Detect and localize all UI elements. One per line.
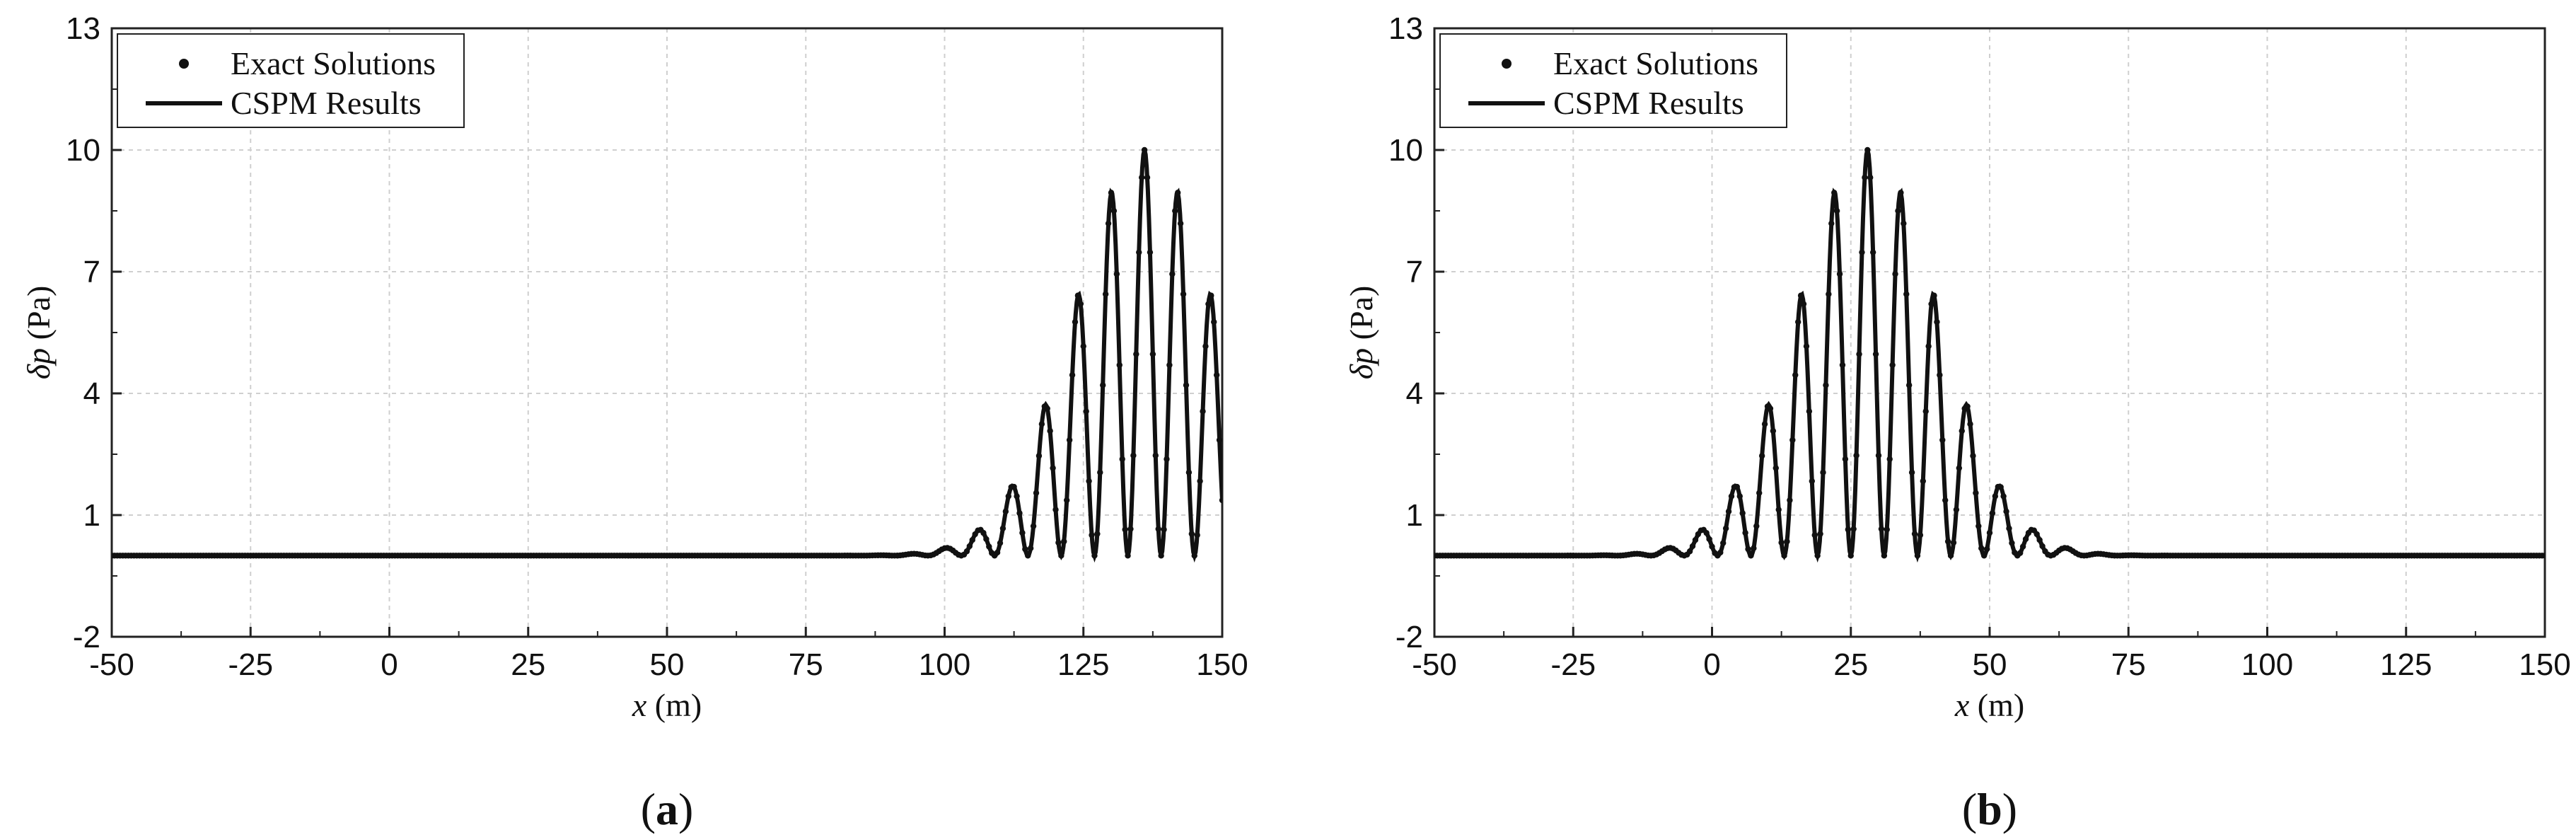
y-tick-label: 10 [66, 133, 100, 168]
chart-panel-b: -50 -25 0 25 50 75 100 125 150 -2 1 4 7 10 13 x (m) δp (… [1343, 11, 2571, 834]
y-tick-label: 1 [83, 498, 100, 533]
x-tick-label: 75 [789, 647, 823, 682]
legend-label-cspm: CSPM Results [231, 85, 422, 121]
x-tick-label: 125 [2380, 647, 2432, 682]
x-tick-label: 125 [1057, 647, 1109, 682]
x-tick-label: 25 [511, 647, 545, 682]
x-tick-label: 0 [1703, 647, 1720, 682]
cspm-results-line [1434, 149, 2545, 563]
y-tick-label: 7 [83, 255, 100, 289]
legend: Exact Solutions CSPM Results [1439, 33, 1787, 128]
x-axis-variable: x [632, 687, 647, 723]
panel-letter: b [1977, 784, 2002, 834]
x-tick-label: 0 [381, 647, 398, 682]
x-tick-label: 150 [2519, 647, 2570, 682]
x-tick-label: 150 [1196, 647, 1248, 682]
y-axis-variable: δp [21, 348, 57, 379]
panel-label: (a) [641, 784, 694, 834]
y-tick-label: 13 [66, 11, 100, 46]
y-tick-label: 13 [1388, 11, 1423, 46]
chart-panel-a: -50 -25 0 25 50 75 100 125 150 -2 1 4 7 10 13 x (m) δp (… [21, 11, 1248, 834]
legend-box [1439, 33, 1787, 128]
y-tick-label: 4 [83, 376, 100, 411]
x-tick-label: -25 [228, 647, 273, 682]
y-axis-variable: δp [1343, 348, 1379, 379]
x-tick-label: -50 [89, 647, 134, 682]
legend-label-exact: Exact Solutions [1553, 45, 1758, 81]
legend-dot-marker [1502, 59, 1512, 69]
y-tick-label: 4 [1406, 376, 1423, 411]
x-axis-unit: (m) [646, 687, 702, 723]
y-axis-unit: (Pa) [21, 286, 57, 348]
y-tick-label: 10 [1388, 133, 1423, 168]
y-axis-unit: (Pa) [1343, 286, 1379, 348]
y-tick-label: -2 [1396, 620, 1423, 654]
x-tick-label: 50 [650, 647, 685, 682]
x-axis-variable: x [1954, 687, 1970, 723]
x-axis-title: x (m) [1954, 687, 2024, 723]
x-tick-label: 100 [2241, 647, 2293, 682]
legend: Exact Solutions CSPM Results [117, 33, 465, 128]
x-tick-label: 50 [1973, 647, 2007, 682]
x-tick-label: 100 [919, 647, 970, 682]
y-axis-title: δp (Pa) [21, 286, 57, 380]
y-tick-label: 1 [1406, 498, 1423, 533]
cspm-results-line [112, 149, 1222, 563]
y-tick-label: -2 [73, 620, 100, 654]
x-tick-label: -25 [1550, 647, 1596, 682]
panel-letter: a [656, 784, 678, 834]
x-tick-label: -50 [1412, 647, 1457, 682]
x-axis-unit: (m) [1969, 687, 2024, 723]
x-axis-title: x (m) [632, 687, 702, 723]
y-tick-label: 7 [1406, 255, 1423, 289]
y-axis-title: δp (Pa) [1343, 286, 1379, 380]
legend-label-exact: Exact Solutions [231, 45, 436, 81]
legend-box [117, 33, 465, 128]
legend-label-cspm: CSPM Results [1553, 85, 1744, 121]
x-tick-label: 75 [2111, 647, 2146, 682]
x-tick-label: 25 [1833, 647, 1868, 682]
panel-label: (b) [1962, 784, 2017, 834]
legend-dot-marker [179, 59, 189, 69]
